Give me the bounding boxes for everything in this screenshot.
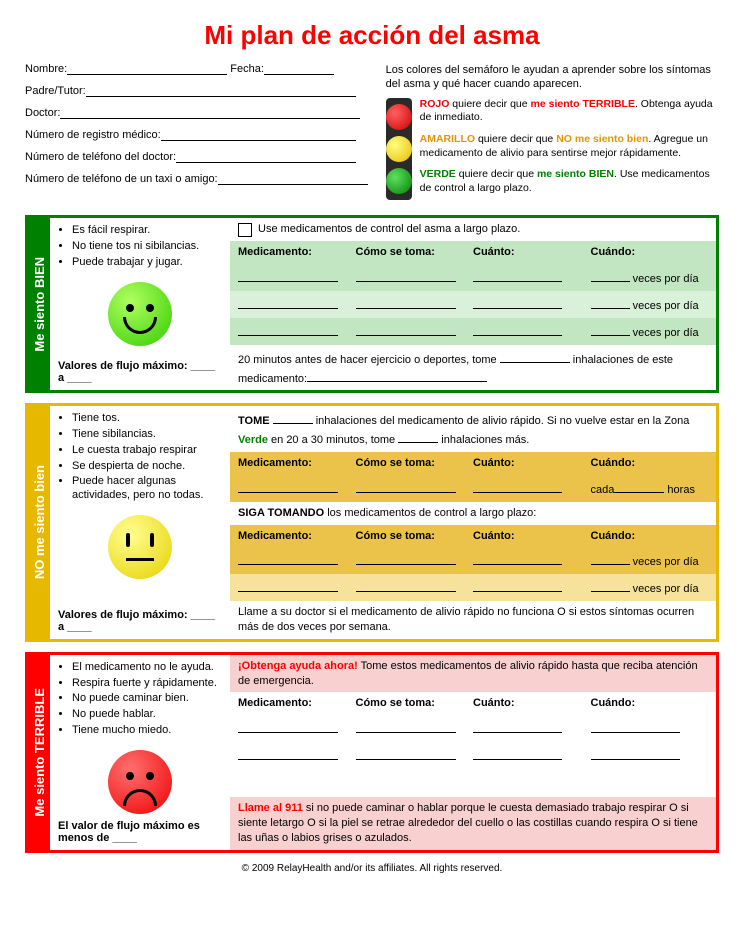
list-item: Respira fuerte y rápidamente.: [72, 677, 222, 691]
red-symptoms: El medicamento no le ayuda. Respira fuer…: [58, 661, 222, 740]
red-zone-tab: Me siento TERRIBLE: [28, 655, 50, 850]
copyright: © 2009 RelayHealth and/or its affiliates…: [25, 863, 719, 874]
label-padre: Padre/Tutor:: [25, 85, 86, 97]
list-item: Tiene sibilancias.: [72, 428, 222, 442]
yellow-keep-taking: SIGA TOMANDO los medicamentos de control…: [230, 502, 716, 525]
legend-red: ROJO quiere decir que me siento TERRIBLE…: [420, 98, 719, 125]
input-tel-doctor[interactable]: [176, 151, 356, 163]
green-checkbox-row: Use medicamentos de control del asma a l…: [230, 218, 716, 241]
yellow-peak-flow: Valores de flujo máximo: ____ a ____: [58, 609, 222, 633]
med-row[interactable]: cada horas: [230, 475, 716, 502]
med-row[interactable]: veces por día: [230, 318, 716, 345]
label-doctor: Doctor:: [25, 107, 60, 119]
list-item: No puede caminar bien.: [72, 692, 222, 706]
yellow-call-doctor: Llame a su doctor si el medicamento de a…: [230, 601, 716, 639]
med-row[interactable]: veces por día: [230, 291, 716, 318]
red-peak-flow: El valor de flujo máximo es menos de ___…: [58, 820, 222, 844]
input-tel-taxi[interactable]: [218, 173, 368, 185]
red-light-icon: [386, 104, 412, 130]
neutral-face-icon: [108, 515, 172, 579]
sad-face-icon: [108, 750, 172, 814]
green-peak-flow: Valores de flujo máximo: ____ a ____: [58, 360, 222, 384]
intro-text: Los colores del semáforo le ayudan a apr…: [386, 63, 719, 92]
label-tel-taxi: Número de teléfono de un taxi o amigo:: [25, 173, 218, 185]
list-item: Tiene mucho miedo.: [72, 724, 222, 738]
header-section: Nombre: Fecha: Padre/Tutor: Doctor: Núme…: [25, 63, 719, 203]
label-nombre: Nombre:: [25, 63, 67, 75]
med-row[interactable]: veces por día: [230, 264, 716, 291]
green-zone: Me siento BIEN Es fácil respirar. No tie…: [25, 215, 719, 393]
label-tel-doctor: Número de teléfono del doctor:: [25, 151, 176, 163]
med-row[interactable]: [230, 715, 716, 742]
yellow-light-icon: [386, 136, 412, 162]
yellow-zone-tab: NO me siento bien: [28, 406, 50, 638]
med-row[interactable]: veces por día: [230, 547, 716, 574]
green-light-icon: [386, 168, 412, 194]
list-item: Le cuesta trabajo respirar: [72, 444, 222, 458]
med-header: Medicamento:Cómo se toma:Cuánto:Cuándo:: [230, 241, 716, 264]
yellow-zone: NO me siento bien Tiene tos. Tiene sibil…: [25, 403, 719, 641]
input-fecha[interactable]: [264, 63, 334, 75]
list-item: Puede hacer algunas actividades, pero no…: [72, 475, 222, 503]
list-item: El medicamento no le ayuda.: [72, 661, 222, 675]
list-item: Se despierta de noche.: [72, 460, 222, 474]
med-header: Medicamento:Cómo se toma:Cuánto:Cuándo:: [230, 692, 716, 715]
med-header: Medicamento:Cómo se toma:Cuánto:Cuándo:: [230, 525, 716, 548]
patient-fields: Nombre: Fecha: Padre/Tutor: Doctor: Núme…: [25, 63, 368, 203]
legend-section: Los colores del semáforo le ayudan a apr…: [386, 63, 719, 203]
stoplight-icon: [386, 98, 412, 200]
page-title: Mi plan de acción del asma: [25, 20, 719, 51]
green-exercise-note: 20 minutos antes de hacer ejercicio o de…: [230, 345, 716, 391]
red-zone: Me siento TERRIBLE El medicamento no le …: [25, 652, 719, 853]
med-header: Medicamento:Cómo se toma:Cuánto:Cuándo:: [230, 452, 716, 475]
input-registro[interactable]: [161, 129, 356, 141]
input-doctor[interactable]: [60, 107, 360, 119]
red-call-911: Llame al 911 si no puede caminar o habla…: [230, 797, 716, 850]
input-nombre[interactable]: [67, 63, 227, 75]
label-registro: Número de registro médico:: [25, 129, 161, 141]
list-item: Tiene tos.: [72, 412, 222, 426]
happy-face-icon: [108, 282, 172, 346]
list-item: Es fácil respirar.: [72, 224, 222, 238]
med-row[interactable]: veces por día: [230, 574, 716, 601]
list-item: No tiene tos ni sibilancias.: [72, 240, 222, 254]
legend-green: VERDE quiere decir que me siento BIEN. U…: [420, 168, 719, 195]
list-item: Puede trabajar y jugar.: [72, 256, 222, 270]
green-symptoms: Es fácil respirar. No tiene tos ni sibil…: [58, 224, 222, 271]
checkbox-longterm[interactable]: [238, 223, 252, 237]
legend-yellow: AMARILLO quiere decir que NO me siento b…: [420, 133, 719, 160]
yellow-take-note: TOME inhalaciones del medicamento de ali…: [230, 406, 716, 452]
list-item: No puede hablar.: [72, 708, 222, 722]
label-fecha: Fecha:: [230, 63, 264, 75]
input-padre[interactable]: [86, 85, 356, 97]
red-get-help: ¡Obtenga ayuda ahora! Tome estos medicam…: [230, 655, 716, 693]
yellow-symptoms: Tiene tos. Tiene sibilancias. Le cuesta …: [58, 412, 222, 505]
green-zone-tab: Me siento BIEN: [28, 218, 50, 390]
med-row[interactable]: [230, 742, 716, 769]
